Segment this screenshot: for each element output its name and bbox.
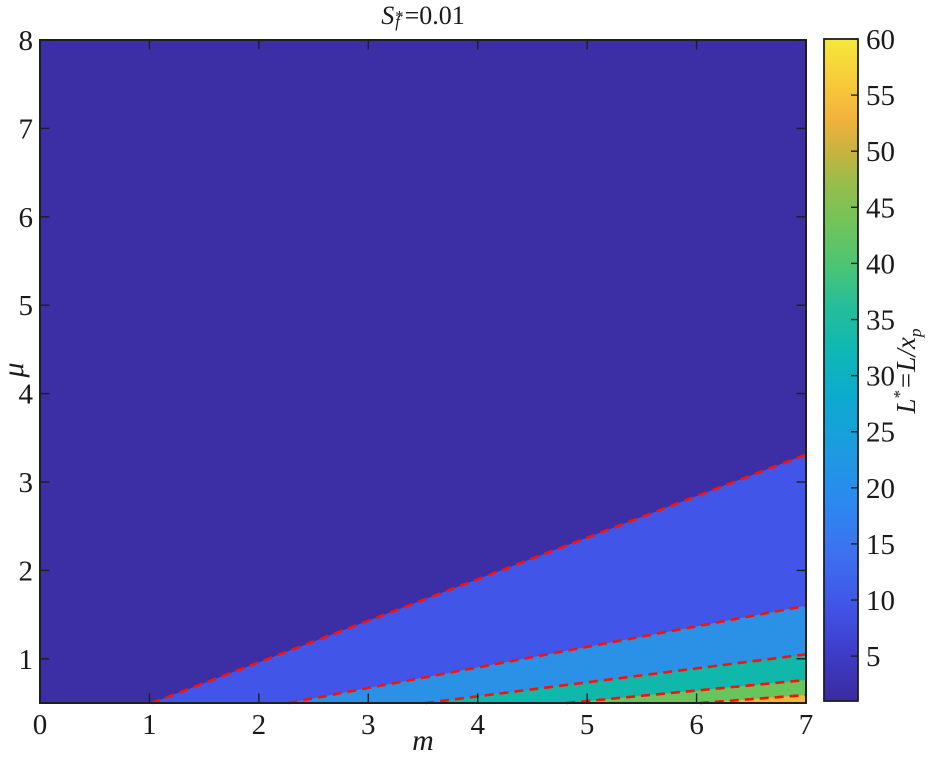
contour-line-50 [699, 693, 807, 705]
colorbar-tick-label: 40 [866, 248, 895, 280]
x-tick-label: 0 [33, 709, 48, 741]
title-variable: S [381, 1, 395, 30]
contour-line-30 [425, 653, 807, 705]
x-tick-label: 3 [361, 709, 376, 741]
x-tick-label: 4 [470, 709, 485, 741]
colorbar-tick-label: 30 [866, 361, 895, 393]
y-tick-label: 3 [19, 467, 34, 499]
contour-line-10 [151, 453, 807, 705]
contour-line-40 [566, 678, 807, 705]
title-subscript: f [395, 12, 400, 32]
y-tick-label: 1 [19, 644, 34, 676]
colorbar-tick-label: 55 [866, 80, 895, 112]
colorbar-gradient [824, 39, 858, 701]
colorbar-label-expression: =L/x [891, 337, 922, 390]
colorbar-label-superscript: * [889, 389, 909, 399]
y-tick-label: 2 [19, 555, 34, 587]
y-axis-label: μ [0, 362, 30, 378]
colorbar-tick-label: 45 [866, 192, 895, 224]
x-tick-label: 5 [580, 709, 595, 741]
x-tick-label: 7 [799, 709, 814, 741]
colorbar-tick-label: 50 [866, 136, 895, 168]
plot-title: S * f =0.01 [40, 1, 806, 31]
title-superscript: * [395, 6, 404, 26]
x-tick-label: 2 [252, 709, 267, 741]
colorbar-label-variable: L [891, 398, 922, 414]
colorbar-tick-label: 15 [866, 529, 895, 561]
colorbar-tick-label: 5 [866, 641, 881, 673]
x-tick-label: 6 [689, 709, 704, 741]
colorbar-tick-label: 25 [866, 417, 895, 449]
colorbar-tick-label: 35 [866, 305, 895, 337]
y-tick-label: 8 [19, 25, 34, 57]
colorbar-tick-label: 10 [866, 585, 895, 617]
y-tick-label: 7 [19, 113, 34, 145]
y-tick-label: 5 [19, 290, 34, 322]
y-tick-label: 4 [19, 379, 34, 411]
axes-box [39, 39, 807, 704]
title-value: =0.01 [404, 1, 465, 30]
x-tick-label: 1 [142, 709, 157, 741]
contour-line-20 [288, 604, 807, 705]
x-axis-label: m [412, 724, 434, 757]
colorbar-label-subscript: p [906, 328, 926, 338]
colorbar-tick-label: 60 [866, 24, 895, 56]
colorbar-label: L*=L/xp [890, 328, 926, 413]
colorbar-box [823, 38, 859, 702]
y-tick-label: 6 [19, 202, 34, 234]
colorbar-tick-label: 20 [866, 473, 895, 505]
